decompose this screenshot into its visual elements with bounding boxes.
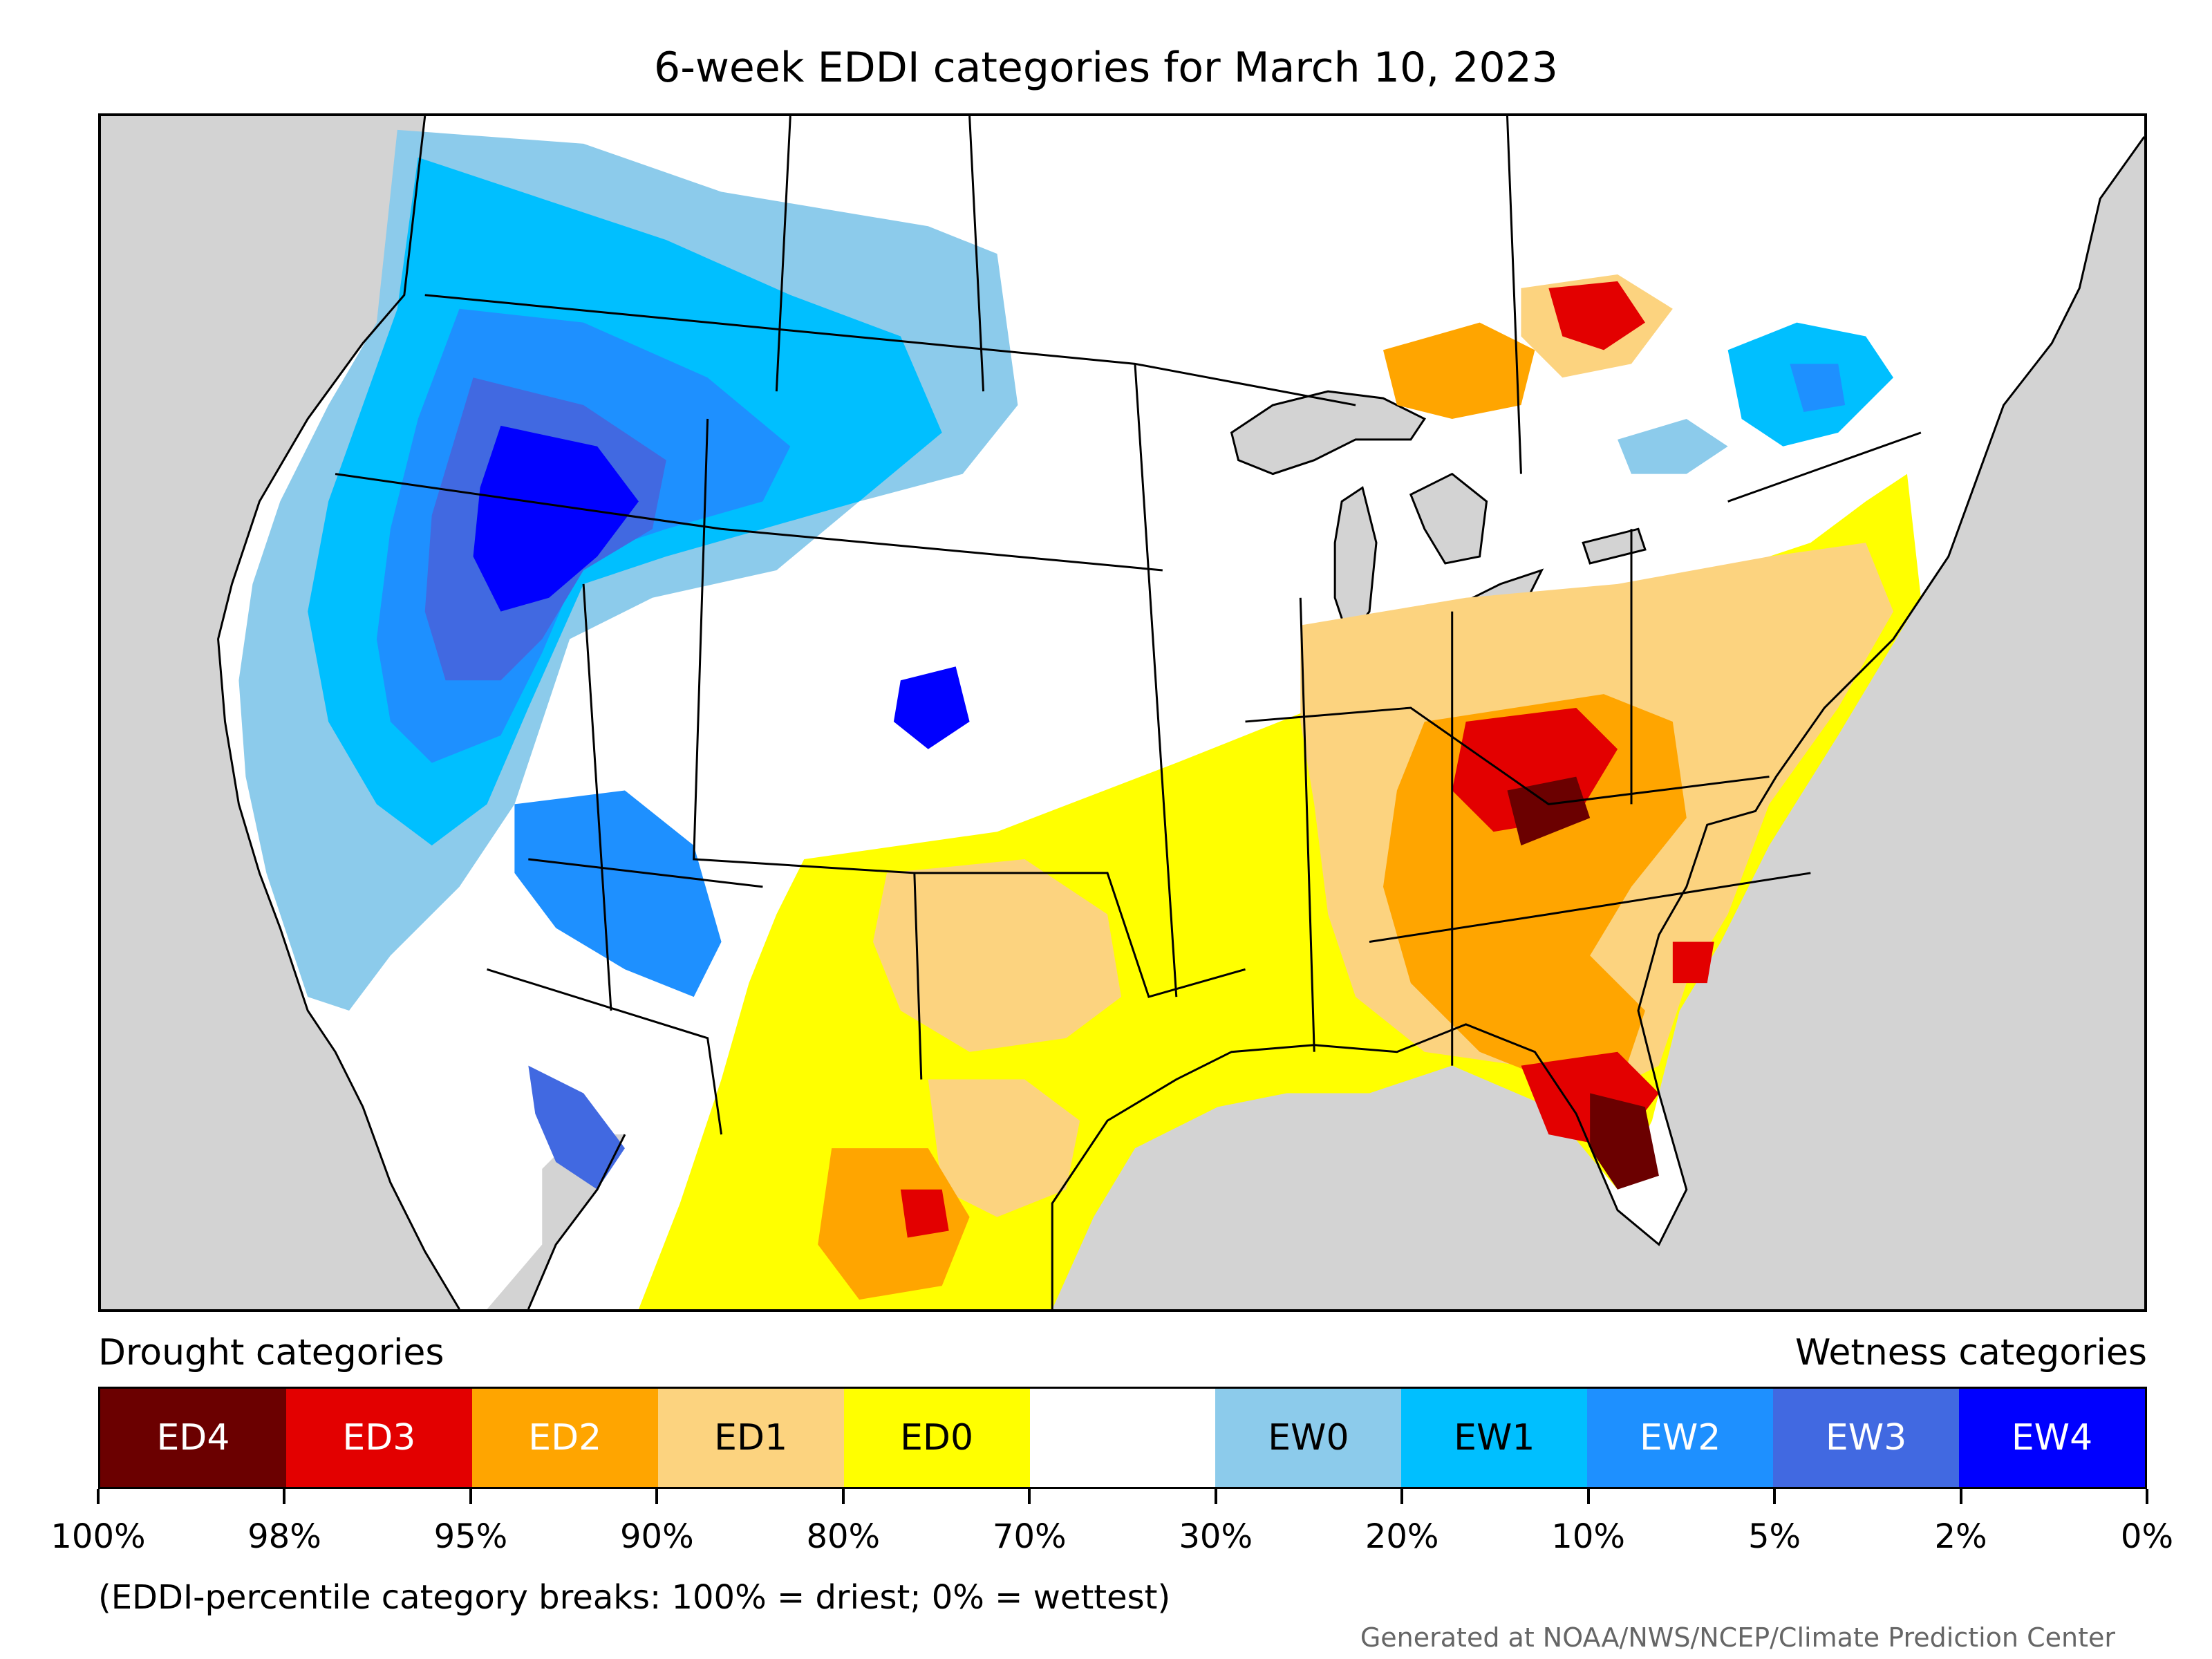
wetness-categories-heading: Wetness categories — [1795, 1332, 2147, 1374]
colorbar-ticks — [97, 1489, 2148, 1510]
colorbar-cell: EW0 — [1215, 1389, 1402, 1487]
category-breaks-note: (EDDI-percentile category breaks: 100% =… — [98, 1578, 1171, 1617]
map-canvas — [101, 116, 2144, 1309]
colorbar-tick — [1586, 1489, 1590, 1504]
colorbar-tick — [1959, 1489, 1962, 1504]
colorbar-cell: ED4 — [100, 1389, 286, 1487]
colorbar-tick — [1400, 1489, 1404, 1504]
lake-huron — [1409, 472, 1488, 565]
colorbar-tick-label: 98% — [247, 1517, 321, 1556]
colorbar-tick-label: 70% — [992, 1517, 1067, 1556]
colorbar-cell: ED0 — [843, 1389, 1030, 1487]
state-boundaries — [335, 116, 1922, 1135]
drought-regions — [638, 274, 1921, 1309]
eddi-map — [98, 113, 2147, 1312]
map-title: 6-week EDDI categories for March 10, 202… — [654, 44, 1558, 92]
colorbar-cell — [1029, 1389, 1216, 1487]
lake-ontario — [1582, 527, 1647, 565]
colorbar-tick-label: 80% — [806, 1517, 881, 1556]
credit-line: Generated at NOAA/NWS/NCEP/Climate Predi… — [1360, 1622, 2115, 1653]
colorbar-tick — [841, 1489, 845, 1504]
colorbar-cell: EW2 — [1587, 1389, 1774, 1487]
colorbar-tick — [1773, 1489, 1777, 1504]
colorbar-tick-label: 95% — [433, 1517, 508, 1556]
category-colorbar: ED4 ED3 ED2 ED1 ED0 EW0 EW1 EW2 EW3 EW4 — [98, 1387, 2147, 1489]
colorbar-tick — [1214, 1489, 1217, 1504]
colorbar-tick — [469, 1489, 472, 1504]
colorbar-cell: ED3 — [285, 1389, 472, 1487]
coastlines — [217, 116, 2144, 1309]
colorbar-tick — [97, 1489, 100, 1504]
colorbar-tick-label: 100% — [50, 1517, 146, 1556]
colorbar-tick — [655, 1489, 659, 1504]
wetness-regions — [238, 129, 1893, 1190]
colorbar-tick-label: 90% — [620, 1517, 694, 1556]
colorbar-cell: EW3 — [1773, 1389, 1960, 1487]
colorbar-tick-label: 0% — [2120, 1517, 2174, 1556]
colorbar-tick-label: 2% — [1934, 1517, 1987, 1556]
colorbar-cell: ED2 — [471, 1389, 658, 1487]
colorbar-tick — [283, 1489, 286, 1504]
colorbar-cell: ED1 — [657, 1389, 844, 1487]
colorbar-tick-label: 10% — [1551, 1517, 1625, 1556]
colorbar-cell: EW4 — [1959, 1389, 2145, 1487]
colorbar-tick — [1028, 1489, 1031, 1504]
colorbar-cell: EW1 — [1401, 1389, 1588, 1487]
colorbar-tick-label: 5% — [1748, 1517, 1801, 1556]
colorbar-tick-label: 20% — [1365, 1517, 1439, 1556]
drought-categories-heading: Drought categories — [98, 1332, 444, 1374]
colorbar-tick — [2146, 1489, 2148, 1504]
colorbar-tick-label: 30% — [1179, 1517, 1253, 1556]
